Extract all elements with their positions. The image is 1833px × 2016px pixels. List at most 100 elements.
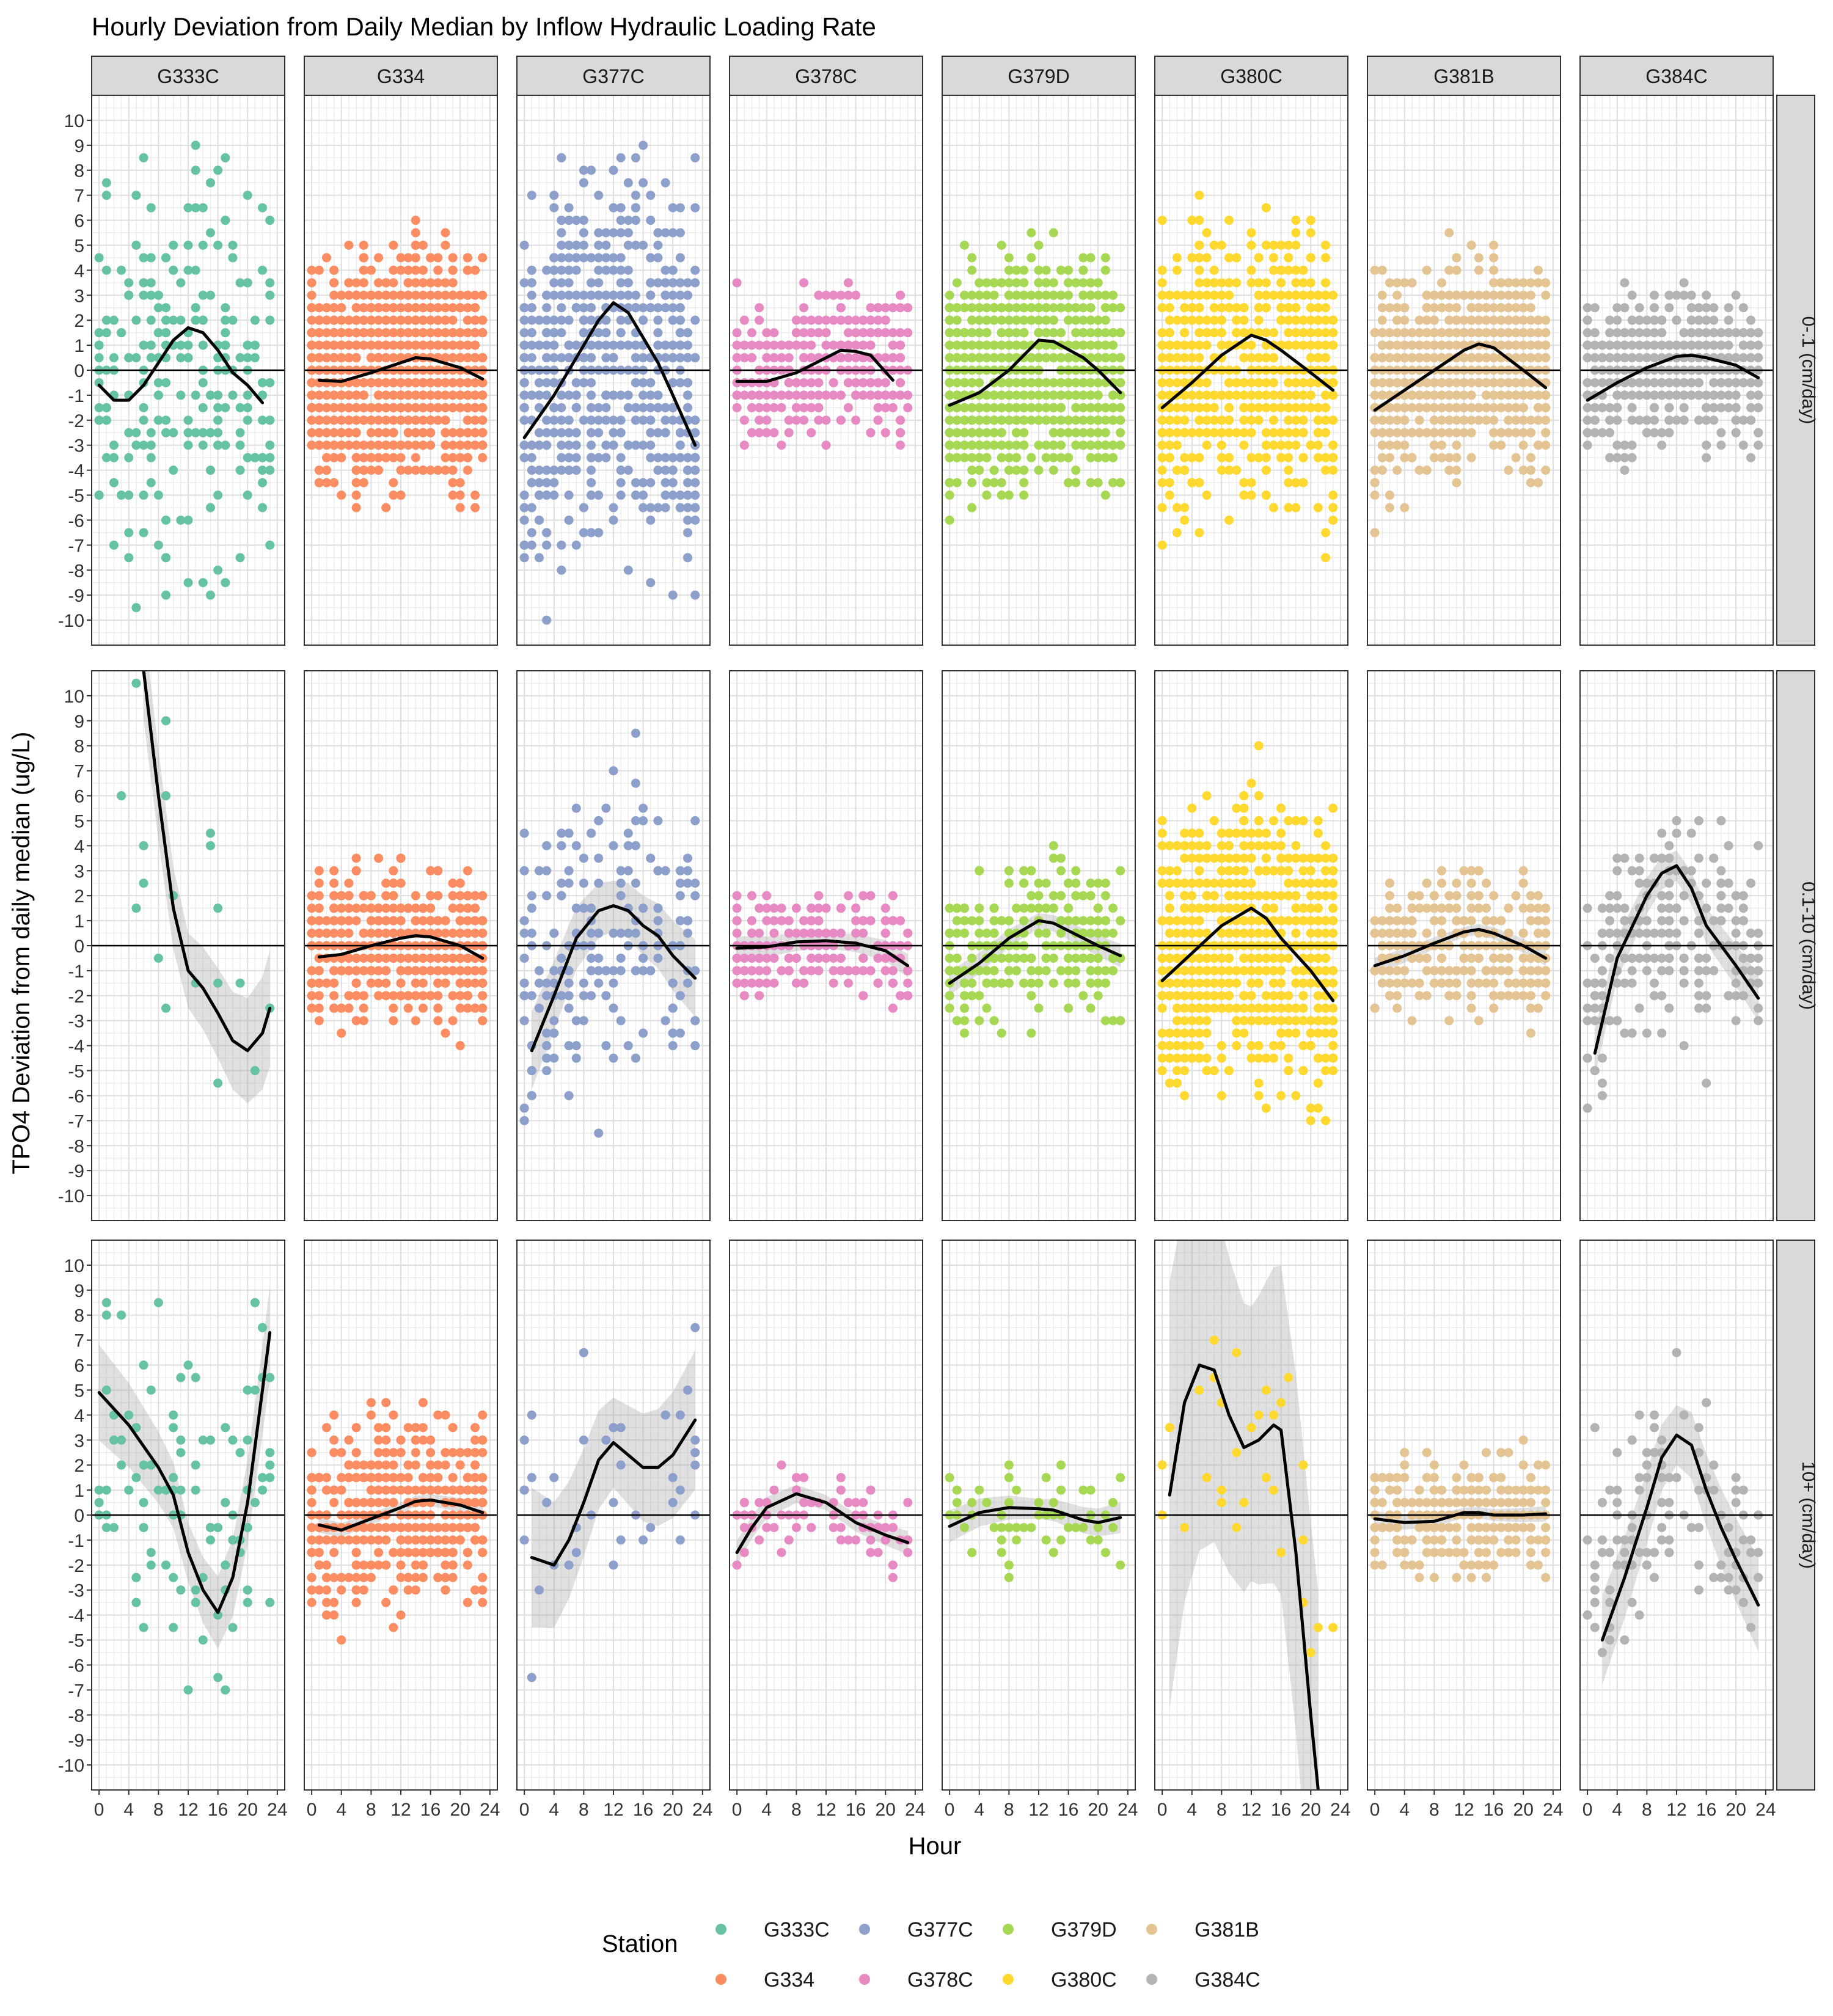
- data-point: [564, 290, 574, 300]
- data-point: [601, 390, 611, 400]
- data-point: [146, 453, 156, 462]
- data-point: [557, 440, 566, 450]
- data-point: [1224, 216, 1234, 225]
- data-point: [161, 315, 171, 325]
- data-point: [1414, 340, 1424, 350]
- data-point: [1291, 415, 1301, 425]
- data-point: [1116, 353, 1125, 363]
- data-point: [1012, 466, 1022, 475]
- smooth-trend-line: [1160, 334, 1335, 409]
- data-point: [1157, 540, 1167, 550]
- data-point: [519, 503, 529, 513]
- data-point: [258, 466, 268, 475]
- data-point: [1291, 290, 1301, 300]
- data-point: [191, 303, 200, 313]
- data-point: [1321, 453, 1331, 462]
- data-point: [653, 228, 663, 238]
- data-point: [455, 440, 465, 450]
- data-point: [403, 328, 413, 338]
- data-point: [153, 390, 163, 400]
- data-point: [616, 328, 626, 338]
- data-point: [1041, 390, 1051, 400]
- data-point: [359, 340, 368, 350]
- data-point: [755, 303, 764, 313]
- data-point: [967, 265, 977, 275]
- data-point: [1209, 303, 1219, 313]
- data-point: [880, 353, 890, 363]
- data-point: [1048, 390, 1058, 400]
- data-point: [221, 403, 230, 412]
- data-point: [873, 403, 883, 412]
- data-point: [235, 353, 245, 363]
- data-point: [1276, 240, 1286, 250]
- data-point: [351, 466, 361, 475]
- data-point: [359, 378, 368, 387]
- data-point: [660, 403, 670, 412]
- data-point: [527, 478, 536, 488]
- data-point: [1012, 290, 1022, 300]
- data-point: [1180, 340, 1190, 350]
- data-point: [1392, 466, 1402, 475]
- data-point: [1172, 415, 1182, 425]
- data-point: [1246, 228, 1256, 238]
- data-point: [455, 503, 465, 513]
- data-point: [571, 240, 581, 250]
- data-point: [527, 340, 536, 350]
- data-point: [153, 303, 163, 313]
- data-point: [176, 390, 186, 400]
- data-point: [1026, 315, 1036, 325]
- data-point: [463, 290, 472, 300]
- data-point: [221, 315, 230, 325]
- y-tick-label: 1: [74, 336, 84, 356]
- data-point: [411, 240, 420, 250]
- data-point: [1004, 453, 1014, 462]
- data-point: [1224, 290, 1234, 300]
- data-point: [1034, 415, 1044, 425]
- data-point: [967, 315, 977, 325]
- data-point: [945, 440, 954, 450]
- data-point: [448, 315, 458, 325]
- data-point: [403, 303, 413, 313]
- data-point: [1209, 278, 1219, 288]
- data-point: [366, 415, 376, 425]
- data-point: [967, 403, 977, 412]
- data-point: [1224, 253, 1234, 263]
- data-point: [997, 390, 1006, 400]
- data-point: [601, 240, 611, 250]
- data-point: [896, 303, 906, 313]
- data-point: [1239, 415, 1249, 425]
- data-point: [351, 353, 361, 363]
- data-point: [1180, 290, 1190, 300]
- data-point: [1157, 353, 1167, 363]
- data-point: [411, 228, 420, 238]
- data-point: [344, 403, 354, 412]
- data-point: [228, 390, 238, 400]
- data-point: [542, 615, 552, 625]
- data-point: [945, 491, 954, 500]
- data-point: [866, 328, 876, 338]
- data-point: [198, 403, 208, 412]
- data-point: [1298, 415, 1308, 425]
- data-point: [1489, 390, 1499, 400]
- data-point: [411, 328, 420, 338]
- data-point: [243, 403, 252, 412]
- data-point: [321, 340, 331, 350]
- data-point: [732, 328, 742, 338]
- data-point: [433, 415, 443, 425]
- data-point: [1071, 340, 1081, 350]
- data-point: [616, 466, 626, 475]
- data-point: [198, 378, 208, 387]
- data-point: [1414, 403, 1424, 412]
- data-point: [205, 228, 215, 238]
- data-point: [888, 390, 898, 400]
- data-point: [690, 503, 700, 513]
- data-point: [587, 315, 596, 325]
- data-point: [1306, 290, 1315, 300]
- data-point: [265, 378, 275, 387]
- data-point: [1034, 440, 1044, 450]
- data-point: [455, 290, 465, 300]
- data-point: [1012, 390, 1022, 400]
- data-point: [359, 390, 368, 400]
- data-point: [571, 453, 581, 462]
- data-point: [1116, 328, 1125, 338]
